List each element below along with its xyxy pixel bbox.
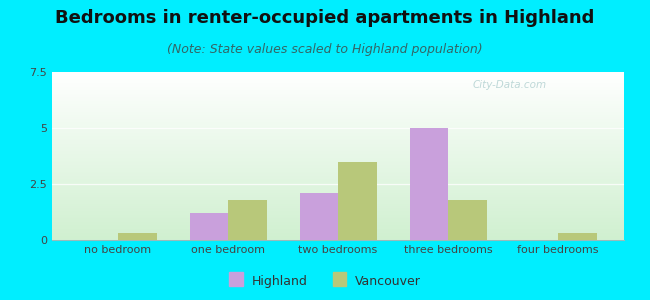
Bar [190,213,228,240]
Bar [448,200,486,240]
Text: (Note: State values scaled to Highland population): (Note: State values scaled to Highland p… [167,44,483,56]
Legend: Highland, Vancouver: Highland, Vancouver [227,273,423,291]
Bar [558,233,597,240]
Bar [300,193,338,240]
Text: Bedrooms in renter-occupied apartments in Highland: Bedrooms in renter-occupied apartments i… [55,9,595,27]
Bar [410,128,448,240]
Bar [228,200,266,240]
Bar [118,233,157,240]
Bar [338,162,376,240]
Text: City-Data.com: City-Data.com [473,80,547,90]
